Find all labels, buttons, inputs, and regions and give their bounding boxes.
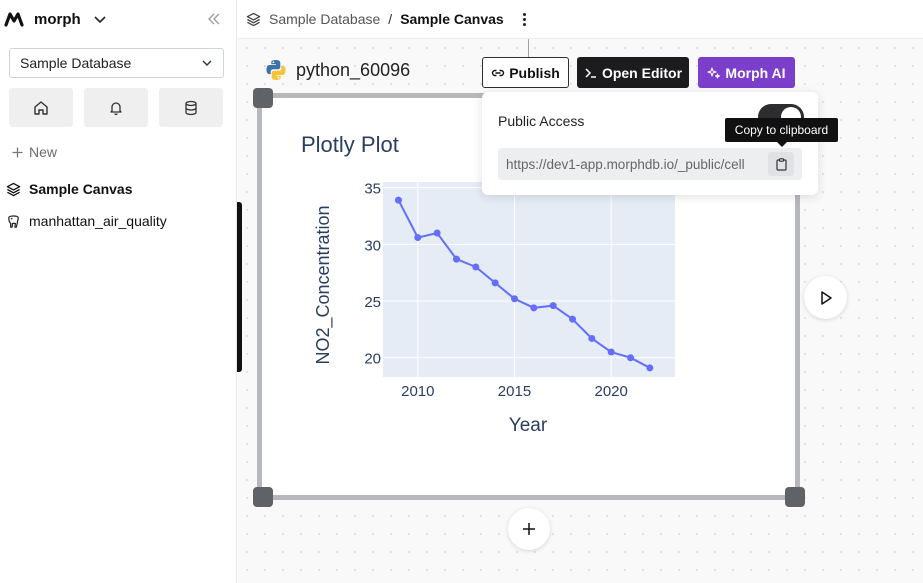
breadcrumb-separator: / — [388, 11, 393, 27]
layers-icon — [6, 182, 21, 196]
data-point — [510, 295, 518, 303]
kebab-dot — [523, 12, 527, 16]
plot-area — [383, 182, 675, 377]
morph-ai-label: Morph AI — [725, 64, 786, 81]
morph-ai-button[interactable]: Morph AI — [698, 57, 795, 88]
data-point — [607, 348, 615, 356]
python-icon — [266, 60, 286, 80]
public-access-label: Public Access — [498, 113, 585, 129]
x-tick-label: 2010 — [401, 383, 434, 400]
resize-handle-top-left[interactable] — [253, 88, 273, 108]
terminal-icon — [585, 67, 596, 78]
cell-title: python_60096 — [264, 58, 410, 82]
layers-icon — [246, 12, 261, 26]
data-point — [549, 302, 557, 310]
series-line — [397, 199, 651, 369]
app-name: morph — [34, 10, 81, 28]
resize-handle-bottom-right[interactable] — [785, 487, 805, 507]
resize-handle-bottom-left[interactable] — [253, 487, 273, 507]
data-point — [530, 304, 538, 312]
play-icon — [820, 290, 832, 305]
data-points — [394, 196, 654, 372]
data-point — [452, 255, 460, 263]
public-url-field[interactable]: https://dev1-app.morphdb.io/_public/cell — [498, 148, 802, 180]
publish-label: Publish — [509, 64, 560, 81]
sparkles-icon — [707, 66, 721, 79]
postgres-elephant-icon — [8, 214, 19, 228]
database-button[interactable] — [159, 88, 223, 127]
data-point — [472, 263, 480, 271]
double-chevron-left-icon — [208, 13, 220, 25]
plus-icon — [12, 147, 23, 157]
x-tick-label: 2015 — [498, 383, 531, 400]
link-icon — [492, 69, 505, 76]
chart-title: Plotly Plot — [301, 132, 399, 157]
copy-tooltip: Copy to clipboard — [725, 118, 838, 147]
x-axis-label: Year — [509, 415, 548, 436]
breadcrumb: Sample Database / Sample Canvas — [238, 0, 923, 39]
run-cell-button[interactable] — [804, 276, 847, 319]
copy-url-button[interactable] — [768, 152, 794, 176]
x-tick-label: 2020 — [594, 383, 627, 400]
bell-icon — [110, 101, 122, 115]
add-cell-button[interactable] — [508, 508, 550, 550]
publish-button[interactable]: Publish — [482, 57, 569, 88]
sidebar-item-manhattan-air-quality[interactable]: manhattan_air_quality — [6, 213, 167, 229]
sidebar-icon-row — [9, 88, 225, 127]
database-icon — [185, 100, 197, 115]
y-tick-label: 30 — [364, 237, 381, 254]
breadcrumb-canvas: Sample Canvas — [400, 11, 504, 27]
y-tick-label: 20 — [364, 351, 381, 368]
home-icon — [34, 100, 48, 115]
data-point — [569, 315, 577, 323]
database-select[interactable]: Sample Database — [9, 48, 224, 78]
y-tick-label: 35 — [364, 181, 381, 198]
kebab-dot — [523, 22, 527, 26]
publish-popover: Public Access https://dev1-app.morphdb.i… — [482, 92, 818, 195]
data-point — [588, 334, 596, 342]
cell-connector — [528, 39, 529, 59]
data-point — [627, 354, 635, 362]
new-item-label: New — [29, 144, 58, 160]
home-button[interactable] — [9, 88, 73, 127]
notifications-button[interactable] — [84, 88, 148, 127]
plus-icon — [523, 523, 535, 535]
data-point — [646, 364, 654, 372]
data-point — [433, 229, 441, 237]
workspace-switcher[interactable]: morph — [4, 9, 107, 29]
more-options-button[interactable] — [518, 10, 532, 28]
clipboard-icon — [775, 157, 787, 171]
chevron-down-icon — [202, 60, 212, 66]
y-tick-label: 25 — [364, 294, 381, 311]
panel-resize-handle[interactable] — [237, 202, 242, 372]
sidebar-item-sample-canvas[interactable]: Sample Canvas — [6, 181, 133, 197]
database-select-value: Sample Database — [20, 55, 132, 71]
open-editor-label: Open Editor — [601, 64, 683, 81]
chevron-down-icon — [94, 16, 106, 24]
open-editor-button[interactable]: Open Editor — [577, 57, 689, 88]
public-url-value: https://dev1-app.morphdb.io/_public/cell — [506, 156, 745, 172]
sidebar-item-label: manhattan_air_quality — [29, 213, 167, 229]
breadcrumb-database[interactable]: Sample Database — [269, 11, 381, 27]
data-point — [414, 234, 422, 242]
cell-name[interactable]: python_60096 — [296, 59, 411, 80]
kebab-dot — [523, 17, 527, 21]
new-item-button[interactable]: New — [12, 144, 57, 160]
data-point — [394, 196, 402, 204]
y-axis-label: NO2_Concentration — [313, 205, 334, 364]
morph-logo-icon — [4, 12, 24, 27]
collapse-sidebar-button[interactable] — [205, 10, 223, 28]
sidebar: morph Sample Database — [0, 0, 237, 583]
sidebar-item-label: Sample Canvas — [29, 181, 133, 197]
data-point — [491, 279, 499, 287]
